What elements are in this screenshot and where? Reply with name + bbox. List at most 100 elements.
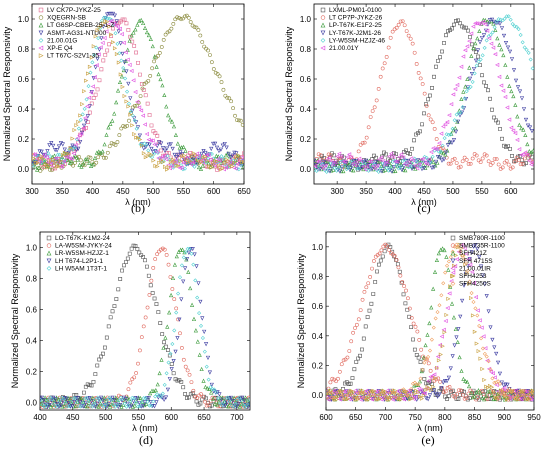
data-point (113, 143, 118, 147)
data-point (501, 383, 506, 388)
data-point (45, 165, 50, 170)
data-point (152, 54, 157, 59)
data-point (327, 169, 333, 174)
data-point (193, 153, 199, 158)
data-point (333, 160, 338, 165)
data-point (356, 317, 361, 322)
data-point (381, 164, 387, 169)
data-point (181, 385, 186, 390)
data-point (174, 310, 179, 315)
data-point (104, 29, 109, 34)
data-point (93, 34, 98, 39)
data-point (356, 388, 361, 393)
data-point (143, 155, 148, 160)
data-point (430, 120, 435, 125)
data-point (132, 118, 137, 123)
data-point (460, 105, 465, 110)
data-point (144, 401, 149, 407)
data-point (523, 132, 528, 138)
data-point (48, 398, 53, 402)
data-point (412, 138, 416, 143)
data-point (137, 404, 142, 409)
data-point (368, 275, 373, 279)
data-point (143, 258, 147, 263)
data-point (214, 402, 219, 407)
data-point (431, 286, 436, 291)
data-point (337, 388, 342, 393)
legend: LO-T67K-K1M2-24LA-W5SM-JYKY-24LR-W5SM-HZ… (46, 235, 112, 272)
data-point (439, 293, 444, 298)
data-point (477, 323, 482, 328)
data-point (446, 161, 451, 166)
data-point (386, 45, 391, 50)
data-point (399, 280, 404, 285)
data-point (494, 351, 499, 357)
data-point (117, 393, 121, 398)
data-point (76, 146, 81, 151)
data-point (189, 162, 194, 167)
data-point (216, 396, 221, 401)
data-point (132, 403, 137, 408)
data-point (167, 310, 172, 315)
data-point (99, 18, 105, 23)
data-point (149, 123, 154, 128)
data-point (156, 71, 161, 77)
data-point (162, 148, 168, 153)
data-point (73, 153, 78, 158)
data-point (103, 155, 108, 160)
data-point (183, 364, 188, 369)
data-point (401, 167, 406, 172)
data-point (417, 386, 422, 391)
data-point (142, 141, 147, 146)
legend-marker (46, 243, 52, 248)
data-point (370, 109, 375, 113)
data-point (426, 378, 431, 384)
data-point (499, 83, 504, 88)
data-point (326, 166, 331, 171)
data-point (32, 163, 35, 168)
data-point (442, 330, 447, 335)
data-point (453, 326, 458, 332)
data-point (485, 28, 490, 33)
data-point (126, 387, 131, 392)
data-point (401, 155, 406, 160)
data-point (327, 390, 332, 395)
y-tick-label: 0.0 (26, 398, 38, 407)
data-point (490, 376, 495, 381)
x-axis-label: λ (nm) (417, 423, 443, 433)
data-point (96, 36, 101, 41)
data-point (141, 404, 146, 409)
data-point (122, 93, 127, 99)
data-point (129, 33, 134, 38)
data-point (207, 164, 212, 169)
data-point (480, 53, 485, 58)
data-point (153, 131, 158, 136)
data-point (136, 395, 141, 400)
data-point (115, 24, 120, 30)
data-point (157, 160, 162, 165)
data-point (459, 368, 464, 373)
data-point (191, 151, 197, 156)
data-point (459, 96, 464, 102)
data-point (480, 156, 485, 161)
data-point (514, 158, 518, 163)
data-point (228, 155, 233, 160)
data-point (50, 168, 54, 173)
data-point (76, 154, 81, 159)
data-point (446, 259, 451, 264)
data-point (407, 314, 412, 319)
data-point (394, 152, 398, 156)
data-point (128, 399, 133, 404)
data-point (118, 394, 123, 399)
data-point (145, 264, 149, 269)
x-tick-label: 950 (527, 413, 541, 422)
data-point (192, 25, 197, 29)
data-point (170, 275, 176, 281)
data-point (375, 163, 380, 168)
data-point (435, 146, 440, 152)
data-point (246, 395, 250, 400)
data-point (455, 82, 460, 88)
data-point (196, 156, 201, 161)
data-point (361, 395, 366, 400)
data-point (175, 336, 180, 341)
